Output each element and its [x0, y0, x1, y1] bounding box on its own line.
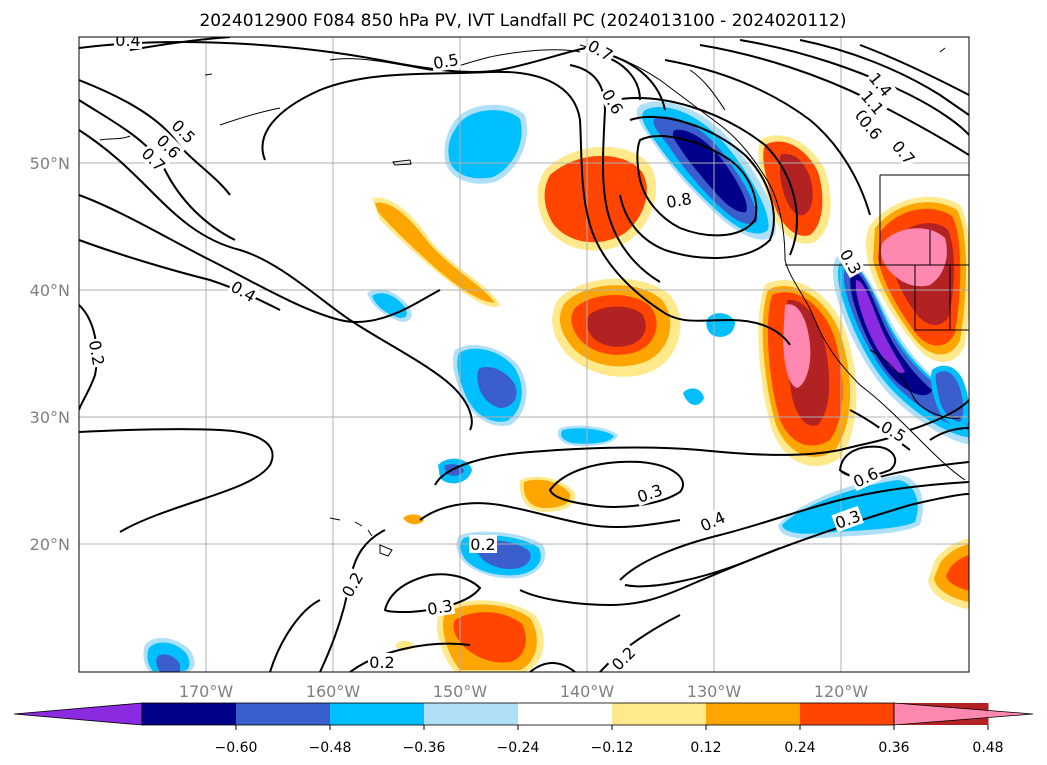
- islands: [204, 47, 946, 557]
- map-frame: [78, 36, 970, 673]
- colorbar-segment: [424, 703, 519, 725]
- pc-negative-shading: [143, 101, 969, 672]
- contour-label: 0.2: [368, 653, 396, 672]
- colorbar-segment: [236, 703, 331, 725]
- colorbar-segment: [518, 703, 613, 725]
- colorbar-tick-label: 0.36: [878, 740, 909, 756]
- longitude-label: 130°W: [687, 682, 742, 701]
- contour-label-text: 0.2: [470, 535, 495, 554]
- colorbar-segment: [142, 703, 237, 725]
- longitude-label: 160°W: [306, 682, 361, 701]
- map-title: 2024012900 F084 850 hPa PV, IVT Landfall…: [199, 11, 846, 31]
- longitude-label: 170°W: [179, 682, 234, 701]
- gridlines: [79, 37, 969, 672]
- colorbar-segment: [330, 703, 425, 725]
- colorbar-segment: [612, 703, 707, 725]
- colorbar-segment: [706, 703, 801, 725]
- contour-label: 0.2: [85, 337, 109, 369]
- colorbar: −0.60 −0.48 −0.36 −0.24 −0.12 0.12 0.24 0.36 0.4…: [13, 702, 1034, 756]
- colorbar-extend-min: [13, 702, 143, 726]
- latitude-labels: 50°N 40°N 30°N 20°N: [30, 154, 70, 554]
- colorbar-tick-label: 0.48: [972, 740, 1003, 756]
- longitude-label: 120°W: [814, 682, 869, 701]
- contour-label-text: 0.5: [432, 50, 460, 73]
- contour-label-text: 0.2: [85, 339, 108, 367]
- coastlines: [99, 44, 969, 486]
- colorbar-tick-label: 0.24: [784, 740, 815, 756]
- latitude-label: 20°N: [30, 535, 70, 554]
- contour-label: 0.2: [469, 535, 497, 554]
- latitude-label: 50°N: [30, 154, 70, 173]
- contour-label: 0.8: [663, 188, 695, 212]
- latitude-label: 30°N: [30, 408, 70, 427]
- contour-label-text: 0.2: [369, 653, 394, 672]
- pc-shading: [143, 101, 969, 672]
- colorbar-tick-label: −0.60: [215, 740, 258, 756]
- latitude-label: 40°N: [30, 281, 70, 300]
- contour-label-text: 0.3: [426, 596, 454, 619]
- colorbar-tick-label: −0.36: [403, 740, 446, 756]
- pc-positive-shading: [372, 135, 969, 672]
- colorbar-tick-label: 0.12: [690, 740, 721, 756]
- colorbar-tick-label: −0.24: [497, 740, 540, 756]
- colorbar-segment: [800, 703, 895, 725]
- contour-label-text: 0.8: [665, 189, 693, 212]
- contour-label-text: 0.4: [115, 31, 140, 50]
- colorbar-tick-label: −0.12: [591, 740, 634, 756]
- longitude-labels: 170°W 160°W 150°W 140°W 130°W 120°W: [179, 682, 869, 701]
- longitude-label: 150°W: [433, 682, 488, 701]
- contour-label: 0.5: [430, 49, 462, 73]
- contour-label: 0.4: [114, 31, 142, 50]
- longitude-label: 140°W: [560, 682, 615, 701]
- colorbar-tick-label: −0.48: [309, 740, 352, 756]
- contour-label: 0.3: [424, 595, 456, 619]
